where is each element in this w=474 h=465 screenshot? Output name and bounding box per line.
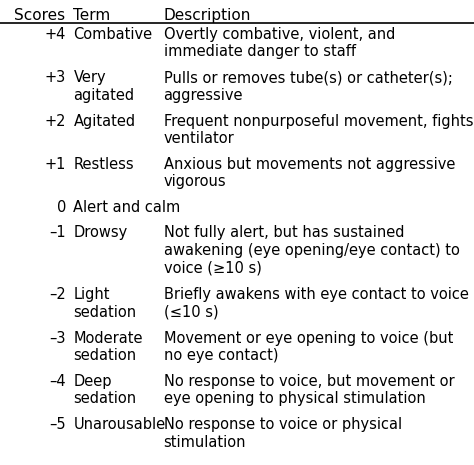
Text: No response to voice, but movement or
eye opening to physical stimulation: No response to voice, but movement or ey…: [164, 374, 454, 406]
Text: Pulls or removes tube(s) or catheter(s);
aggressive: Pulls or removes tube(s) or catheter(s);…: [164, 70, 452, 103]
Text: Very
agitated: Very agitated: [73, 70, 135, 103]
Text: –3: –3: [50, 331, 66, 345]
Text: Unarousable: Unarousable: [73, 418, 165, 432]
Text: Movement or eye opening to voice (but
no eye contact): Movement or eye opening to voice (but no…: [164, 331, 453, 363]
Text: Alert and calm: Alert and calm: [73, 200, 181, 215]
Text: Overtly combative, violent, and
immediate danger to staff: Overtly combative, violent, and immediat…: [164, 27, 395, 59]
Text: Not fully alert, but has sustained
awakening (eye opening/eye contact) to
voice : Not fully alert, but has sustained awake…: [164, 226, 459, 275]
Text: –1: –1: [50, 226, 66, 240]
Text: No response to voice or physical
stimulation: No response to voice or physical stimula…: [164, 418, 401, 450]
Text: –2: –2: [49, 287, 66, 302]
Text: +4: +4: [45, 27, 66, 42]
Text: 0: 0: [57, 200, 66, 215]
Text: Briefly awakens with eye contact to voice
(≤10 s): Briefly awakens with eye contact to voic…: [164, 287, 468, 319]
Text: –5: –5: [50, 418, 66, 432]
Text: +2: +2: [45, 113, 66, 129]
Text: Anxious but movements not aggressive
vigorous: Anxious but movements not aggressive vig…: [164, 157, 455, 189]
Text: Deep
sedation: Deep sedation: [73, 374, 137, 406]
Text: Agitated: Agitated: [73, 113, 136, 129]
Text: Scores: Scores: [14, 8, 65, 23]
Text: Moderate
sedation: Moderate sedation: [73, 331, 143, 363]
Text: Description: Description: [164, 8, 251, 23]
Text: +1: +1: [45, 157, 66, 172]
Text: Light
sedation: Light sedation: [73, 287, 137, 319]
Text: Restless: Restless: [73, 157, 134, 172]
Text: Term: Term: [73, 8, 111, 23]
Text: –4: –4: [50, 374, 66, 389]
Text: Frequent nonpurposeful movement, fights
ventilator: Frequent nonpurposeful movement, fights …: [164, 113, 473, 146]
Text: Drowsy: Drowsy: [73, 226, 128, 240]
Text: +3: +3: [45, 70, 66, 85]
Text: Combative: Combative: [73, 27, 153, 42]
